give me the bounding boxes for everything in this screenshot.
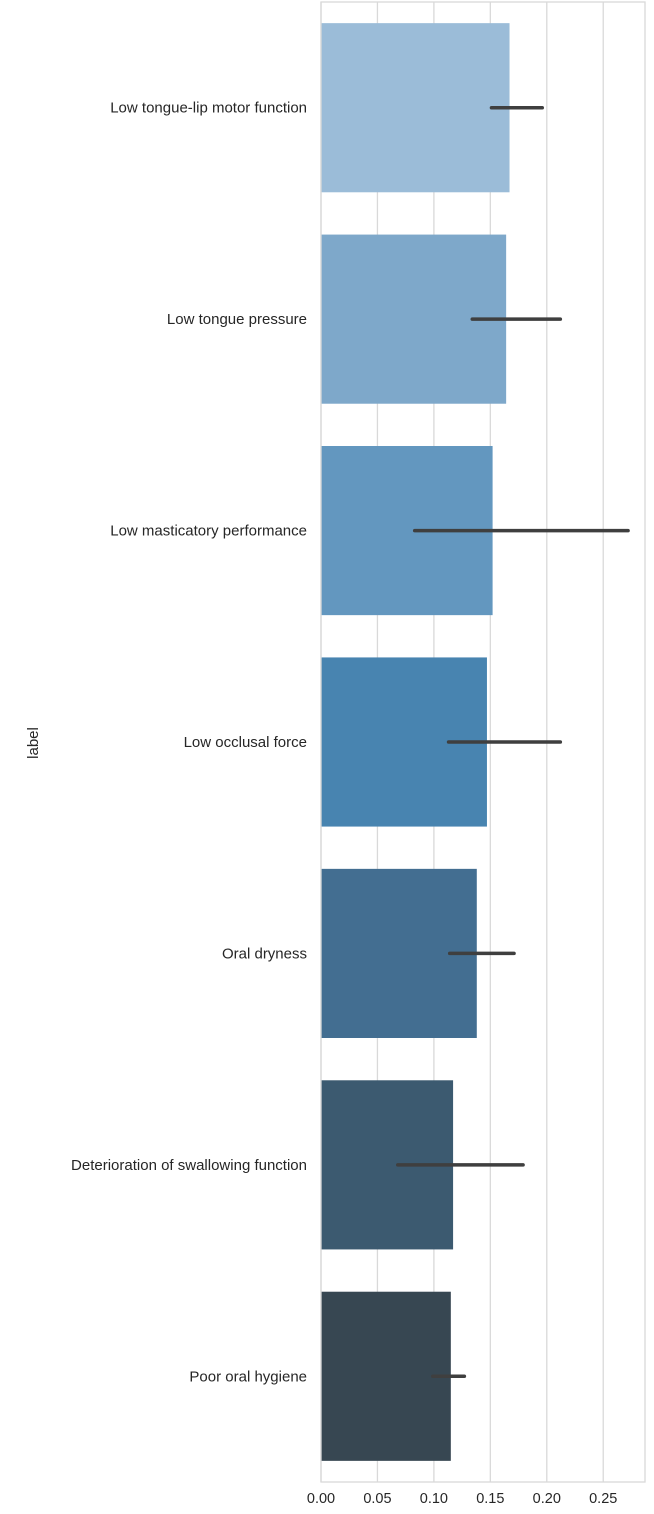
plot-frame (320, 1, 646, 1483)
bar (321, 23, 510, 193)
category-label: Oral dryness (222, 945, 307, 962)
x-tick-label: 0.00 (307, 1491, 335, 1507)
x-tick-labels: 0.00 0.05 0.10 0.15 0.20 0.25 (307, 1491, 617, 1507)
x-tick-label: 0.25 (589, 1491, 617, 1507)
y-axis-label: label (25, 727, 42, 759)
category-label: Low occlusal force (184, 734, 307, 751)
category-label: Low tongue-lip motor function (110, 100, 307, 117)
bar (321, 1291, 451, 1461)
category-label: Poor oral hygiene (189, 1368, 307, 1385)
category-label: Low tongue pressure (167, 311, 307, 328)
plot-border (320, 1, 646, 1483)
x-tick-label: 0.10 (420, 1491, 448, 1507)
x-tick-label: 0.15 (476, 1491, 504, 1507)
x-tick-label: 0.20 (533, 1491, 561, 1507)
x-tick-label: 0.05 (363, 1491, 391, 1507)
category-labels: Low tongue-lip motor function Low tongue … (71, 100, 307, 1386)
error-bars-layer (396, 105, 630, 1379)
category-label: Low masticatory performance (110, 523, 307, 540)
category-label: Deterioration of swallowing function (71, 1157, 307, 1174)
